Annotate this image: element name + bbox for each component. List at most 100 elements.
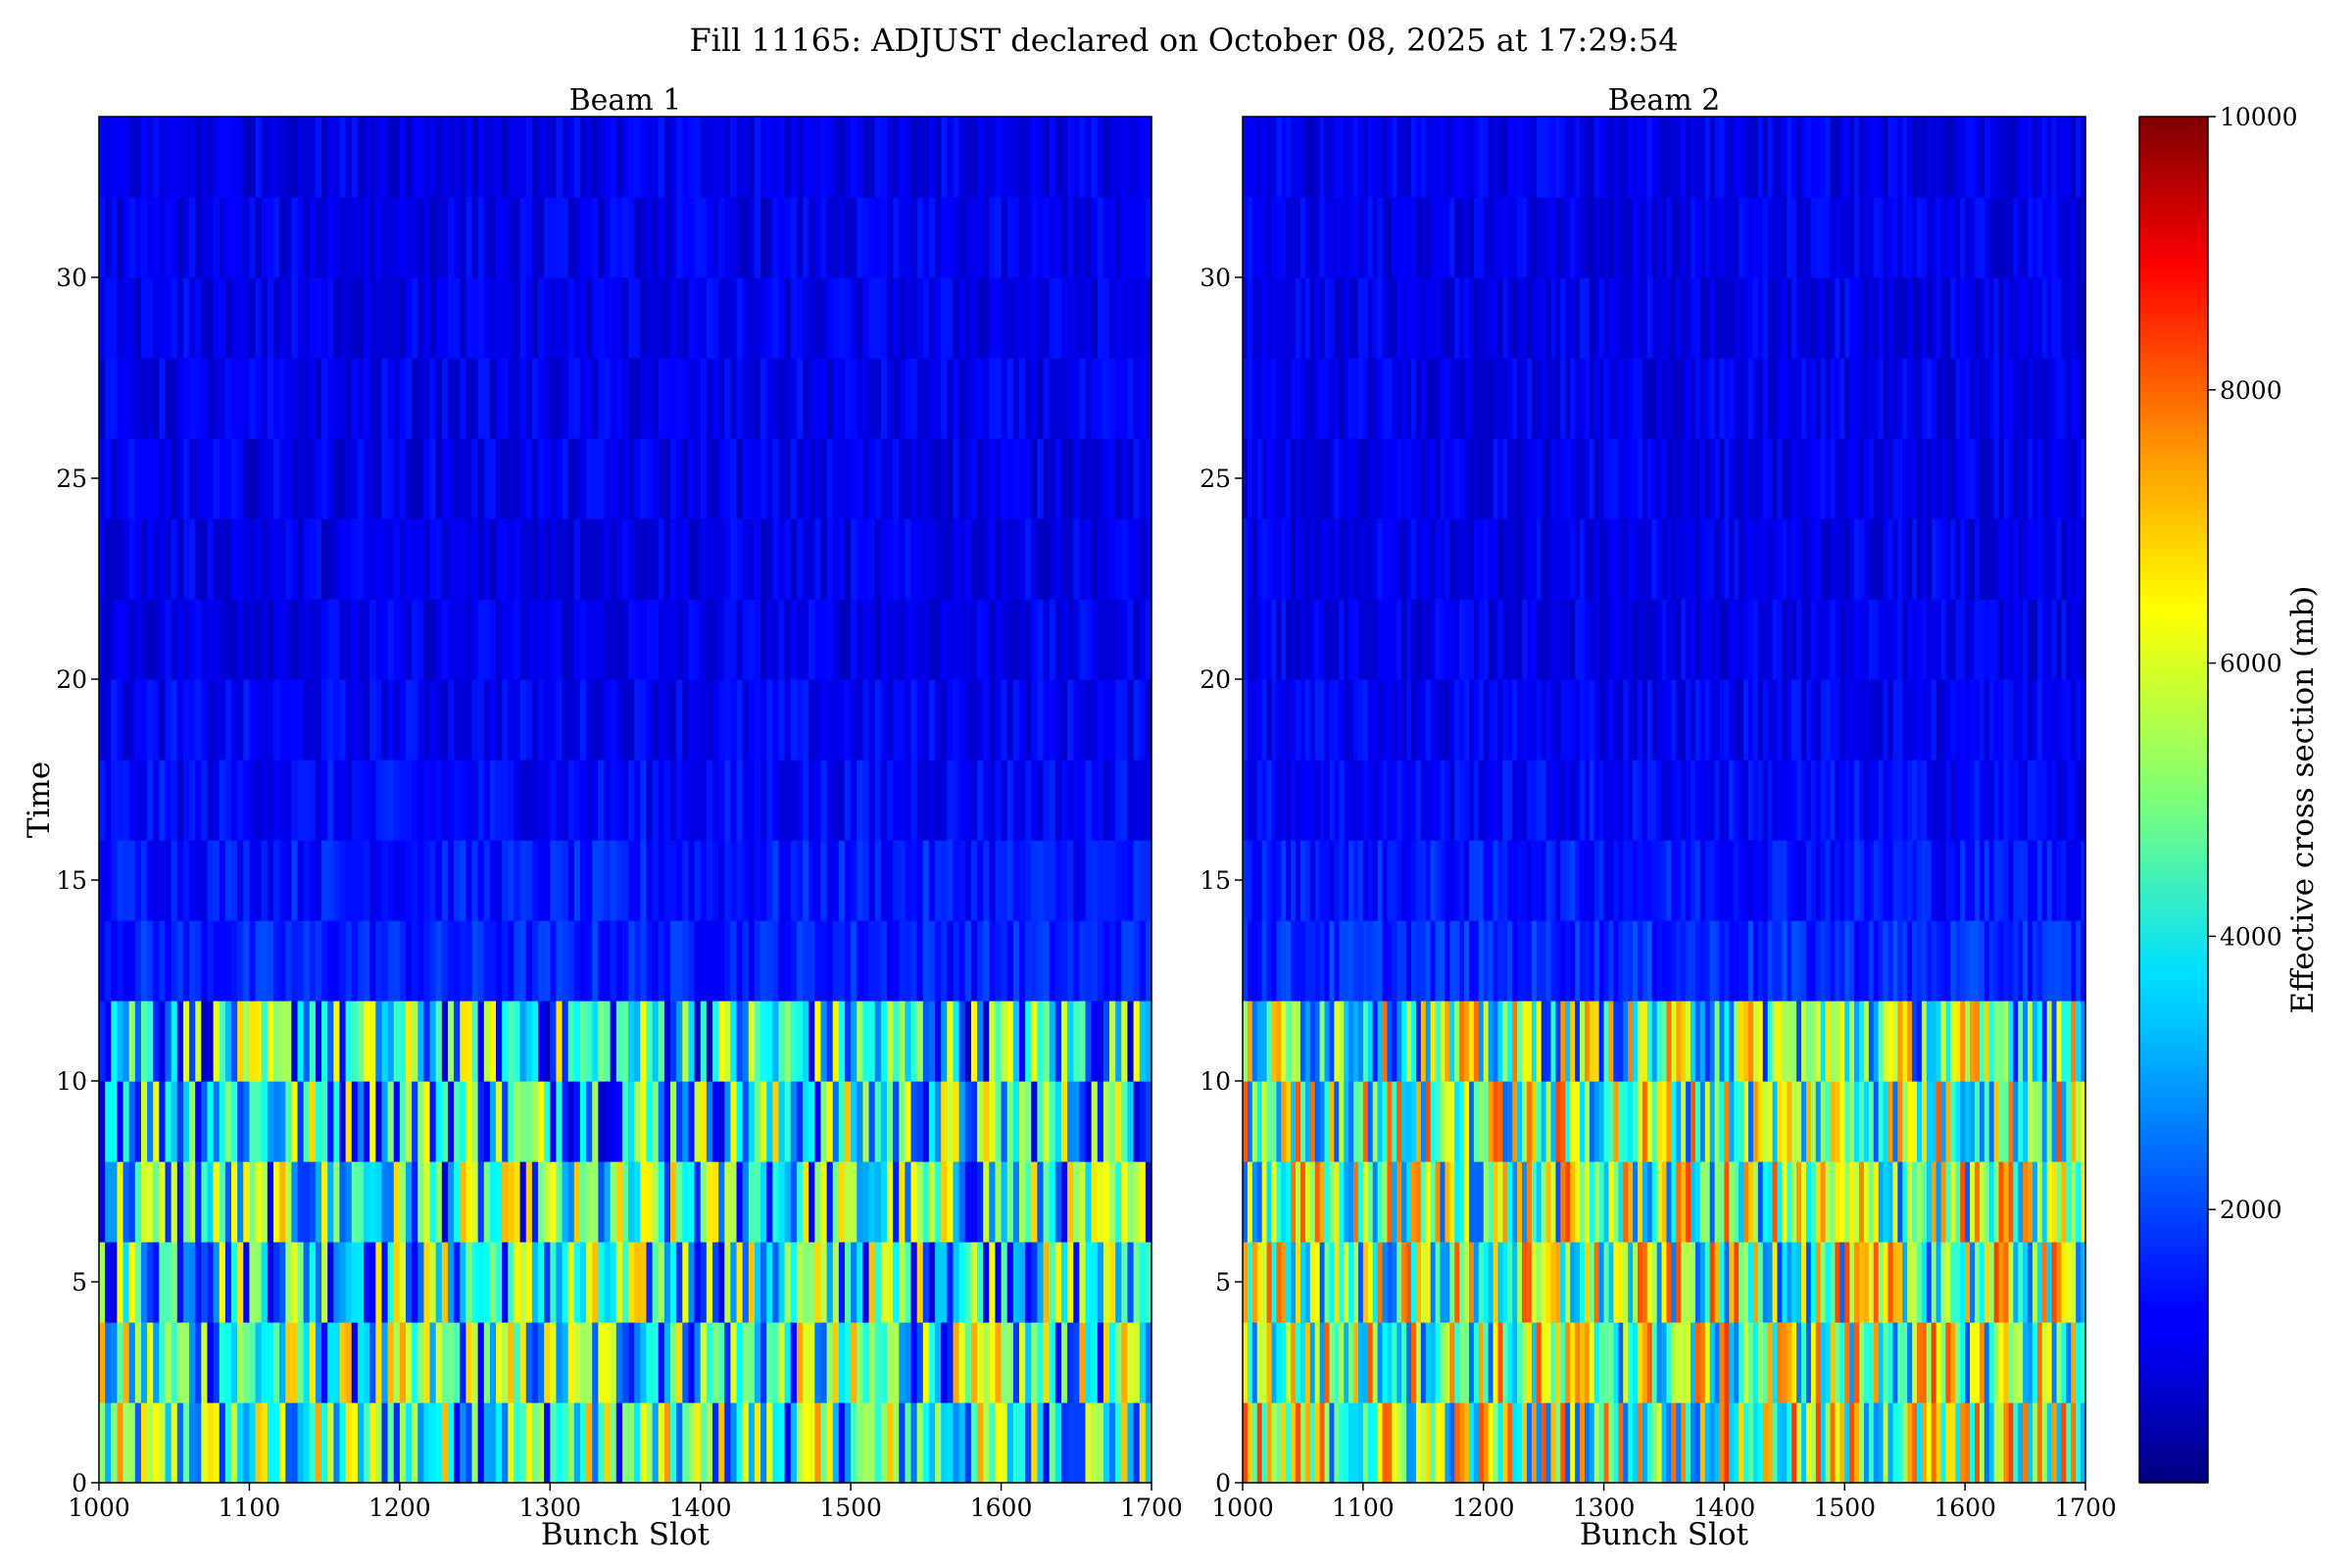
- heatmap-cell: [742, 679, 750, 760]
- heatmap-cell: [772, 1081, 780, 1162]
- heatmap-cell: [333, 1242, 341, 1323]
- heatmap-cell: [1266, 1161, 1273, 1243]
- heatmap-cell: [1628, 599, 1634, 680]
- heatmap-cell: [525, 1322, 533, 1403]
- heatmap-cell: [1025, 197, 1032, 278]
- heatmap-cell: [634, 840, 641, 921]
- y-tick-label: 0: [72, 1469, 87, 1497]
- heatmap-cell: [435, 840, 443, 921]
- heatmap-cell: [261, 1161, 269, 1243]
- heatmap-cell: [1830, 599, 1837, 680]
- heatmap-cell: [1676, 840, 1682, 921]
- heatmap-cell: [1018, 197, 1026, 278]
- heatmap-cell: [814, 1161, 822, 1243]
- heatmap-cell: [1411, 1402, 1417, 1484]
- heatmap-cell: [1031, 438, 1038, 519]
- heatmap-cell: [706, 840, 713, 921]
- heatmap-cell: [412, 277, 418, 359]
- heatmap-cell: [1025, 277, 1032, 359]
- heatmap-cell: [1782, 599, 1788, 680]
- heatmap-cell: [1445, 760, 1450, 841]
- heatmap-cell: [1575, 679, 1581, 760]
- heatmap-cell: [195, 760, 202, 841]
- heatmap-cell: [790, 920, 798, 1002]
- heatmap-cell: [550, 197, 558, 278]
- heatmap-cell: [832, 679, 840, 760]
- heatmap-cell: [1560, 1242, 1566, 1323]
- heatmap-cell: [255, 358, 263, 439]
- heatmap-cell: [441, 1242, 449, 1323]
- heatmap-cell: [538, 518, 545, 600]
- heatmap-cell: [556, 1001, 564, 1082]
- heatmap-cell: [309, 1242, 317, 1323]
- heatmap-cell: [117, 1242, 124, 1323]
- heatmap-cell: [766, 197, 773, 278]
- heatmap-cell: [1018, 518, 1026, 600]
- heatmap-cell: [886, 1242, 894, 1323]
- heatmap-cell: [1281, 1402, 1287, 1484]
- heatmap-cell: [1676, 599, 1682, 680]
- heatmap-cell: [1940, 840, 1947, 921]
- heatmap-cell: [1709, 679, 1716, 760]
- heatmap-cell: [1820, 760, 1827, 841]
- heatmap-cell: [1430, 840, 1437, 921]
- heatmap-cell: [303, 1001, 311, 1082]
- heatmap-cell: [1324, 518, 1331, 600]
- heatmap-cell: [1988, 1322, 1995, 1403]
- heatmap-cell: [1401, 1081, 1407, 1162]
- heatmap-cell: [159, 358, 167, 439]
- heatmap-cell: [1299, 920, 1306, 1002]
- heatmap-cell: [935, 679, 942, 760]
- heatmap-cell: [182, 197, 190, 278]
- heatmap-cell: [417, 197, 425, 278]
- heatmap-cell: [2081, 679, 2086, 760]
- heatmap-cell: [1739, 920, 1744, 1002]
- heatmap-cell: [1464, 1001, 1470, 1082]
- heatmap-cell: [255, 760, 263, 841]
- heatmap-cell: [1097, 197, 1104, 278]
- heatmap-cell: [905, 518, 912, 600]
- heatmap-cell: [2046, 1001, 2053, 1082]
- heatmap-cell: [670, 117, 677, 198]
- heatmap-cell: [466, 518, 473, 600]
- heatmap-cell: [140, 1081, 148, 1162]
- heatmap-cell: [1854, 1322, 1860, 1403]
- heatmap-cell: [333, 197, 341, 278]
- heatmap-cell: [1085, 1242, 1093, 1323]
- heatmap-cell: [249, 1161, 257, 1243]
- heatmap-cell: [1724, 1322, 1730, 1403]
- heatmap-cell: [1541, 920, 1547, 1002]
- heatmap-cell: [1974, 760, 1981, 841]
- heatmap-cell: [399, 1081, 407, 1162]
- heatmap-cell: [1777, 679, 1783, 760]
- heatmap-cell: [1550, 1081, 1557, 1162]
- heatmap-cell: [309, 197, 317, 278]
- heatmap-cell: [466, 117, 473, 198]
- heatmap-cell: [977, 599, 984, 680]
- heatmap-cell: [182, 840, 190, 921]
- heatmap-cell: [147, 760, 154, 841]
- heatmap-cell: [621, 277, 629, 359]
- heatmap-cell: [189, 760, 196, 841]
- heatmap-cell: [694, 599, 702, 680]
- heatmap-cell: [1464, 920, 1470, 1002]
- heatmap-cell: [826, 1001, 834, 1082]
- heatmap-cell: [953, 358, 960, 439]
- heatmap-cell: [1097, 1322, 1104, 1403]
- heatmap-cell: [1796, 920, 1802, 1002]
- heatmap-cell: [128, 599, 136, 680]
- heatmap-cell: [615, 840, 623, 921]
- heatmap-cell: [1468, 1322, 1475, 1403]
- heatmap-cell: [958, 1081, 966, 1162]
- heatmap-cell: [748, 277, 756, 359]
- heatmap-cell: [1478, 1001, 1485, 1082]
- heatmap-cell: [489, 599, 497, 680]
- heatmap-cell: [711, 1161, 719, 1243]
- heatmap-cell: [1291, 1001, 1297, 1082]
- heatmap-cell: [375, 438, 383, 519]
- heatmap-cell: [1507, 920, 1513, 1002]
- heatmap-cell: [1512, 1001, 1518, 1082]
- heatmap-cell: [880, 117, 888, 198]
- heatmap-cell: [652, 1322, 660, 1403]
- heatmap-cell: [1950, 920, 1956, 1002]
